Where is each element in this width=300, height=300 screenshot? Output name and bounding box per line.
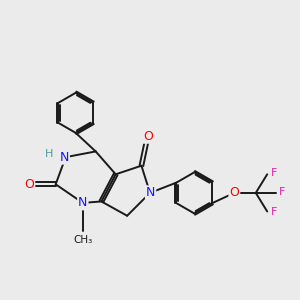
Text: H: H	[45, 149, 53, 159]
Text: N: N	[78, 196, 88, 209]
Text: O: O	[24, 178, 34, 191]
Text: O: O	[144, 130, 154, 143]
Text: N: N	[60, 151, 69, 164]
Text: N: N	[146, 186, 155, 200]
Text: F: F	[271, 207, 277, 217]
Text: F: F	[279, 187, 285, 197]
Text: O: O	[230, 186, 239, 200]
Text: F: F	[271, 168, 277, 178]
Text: CH₃: CH₃	[73, 235, 92, 245]
